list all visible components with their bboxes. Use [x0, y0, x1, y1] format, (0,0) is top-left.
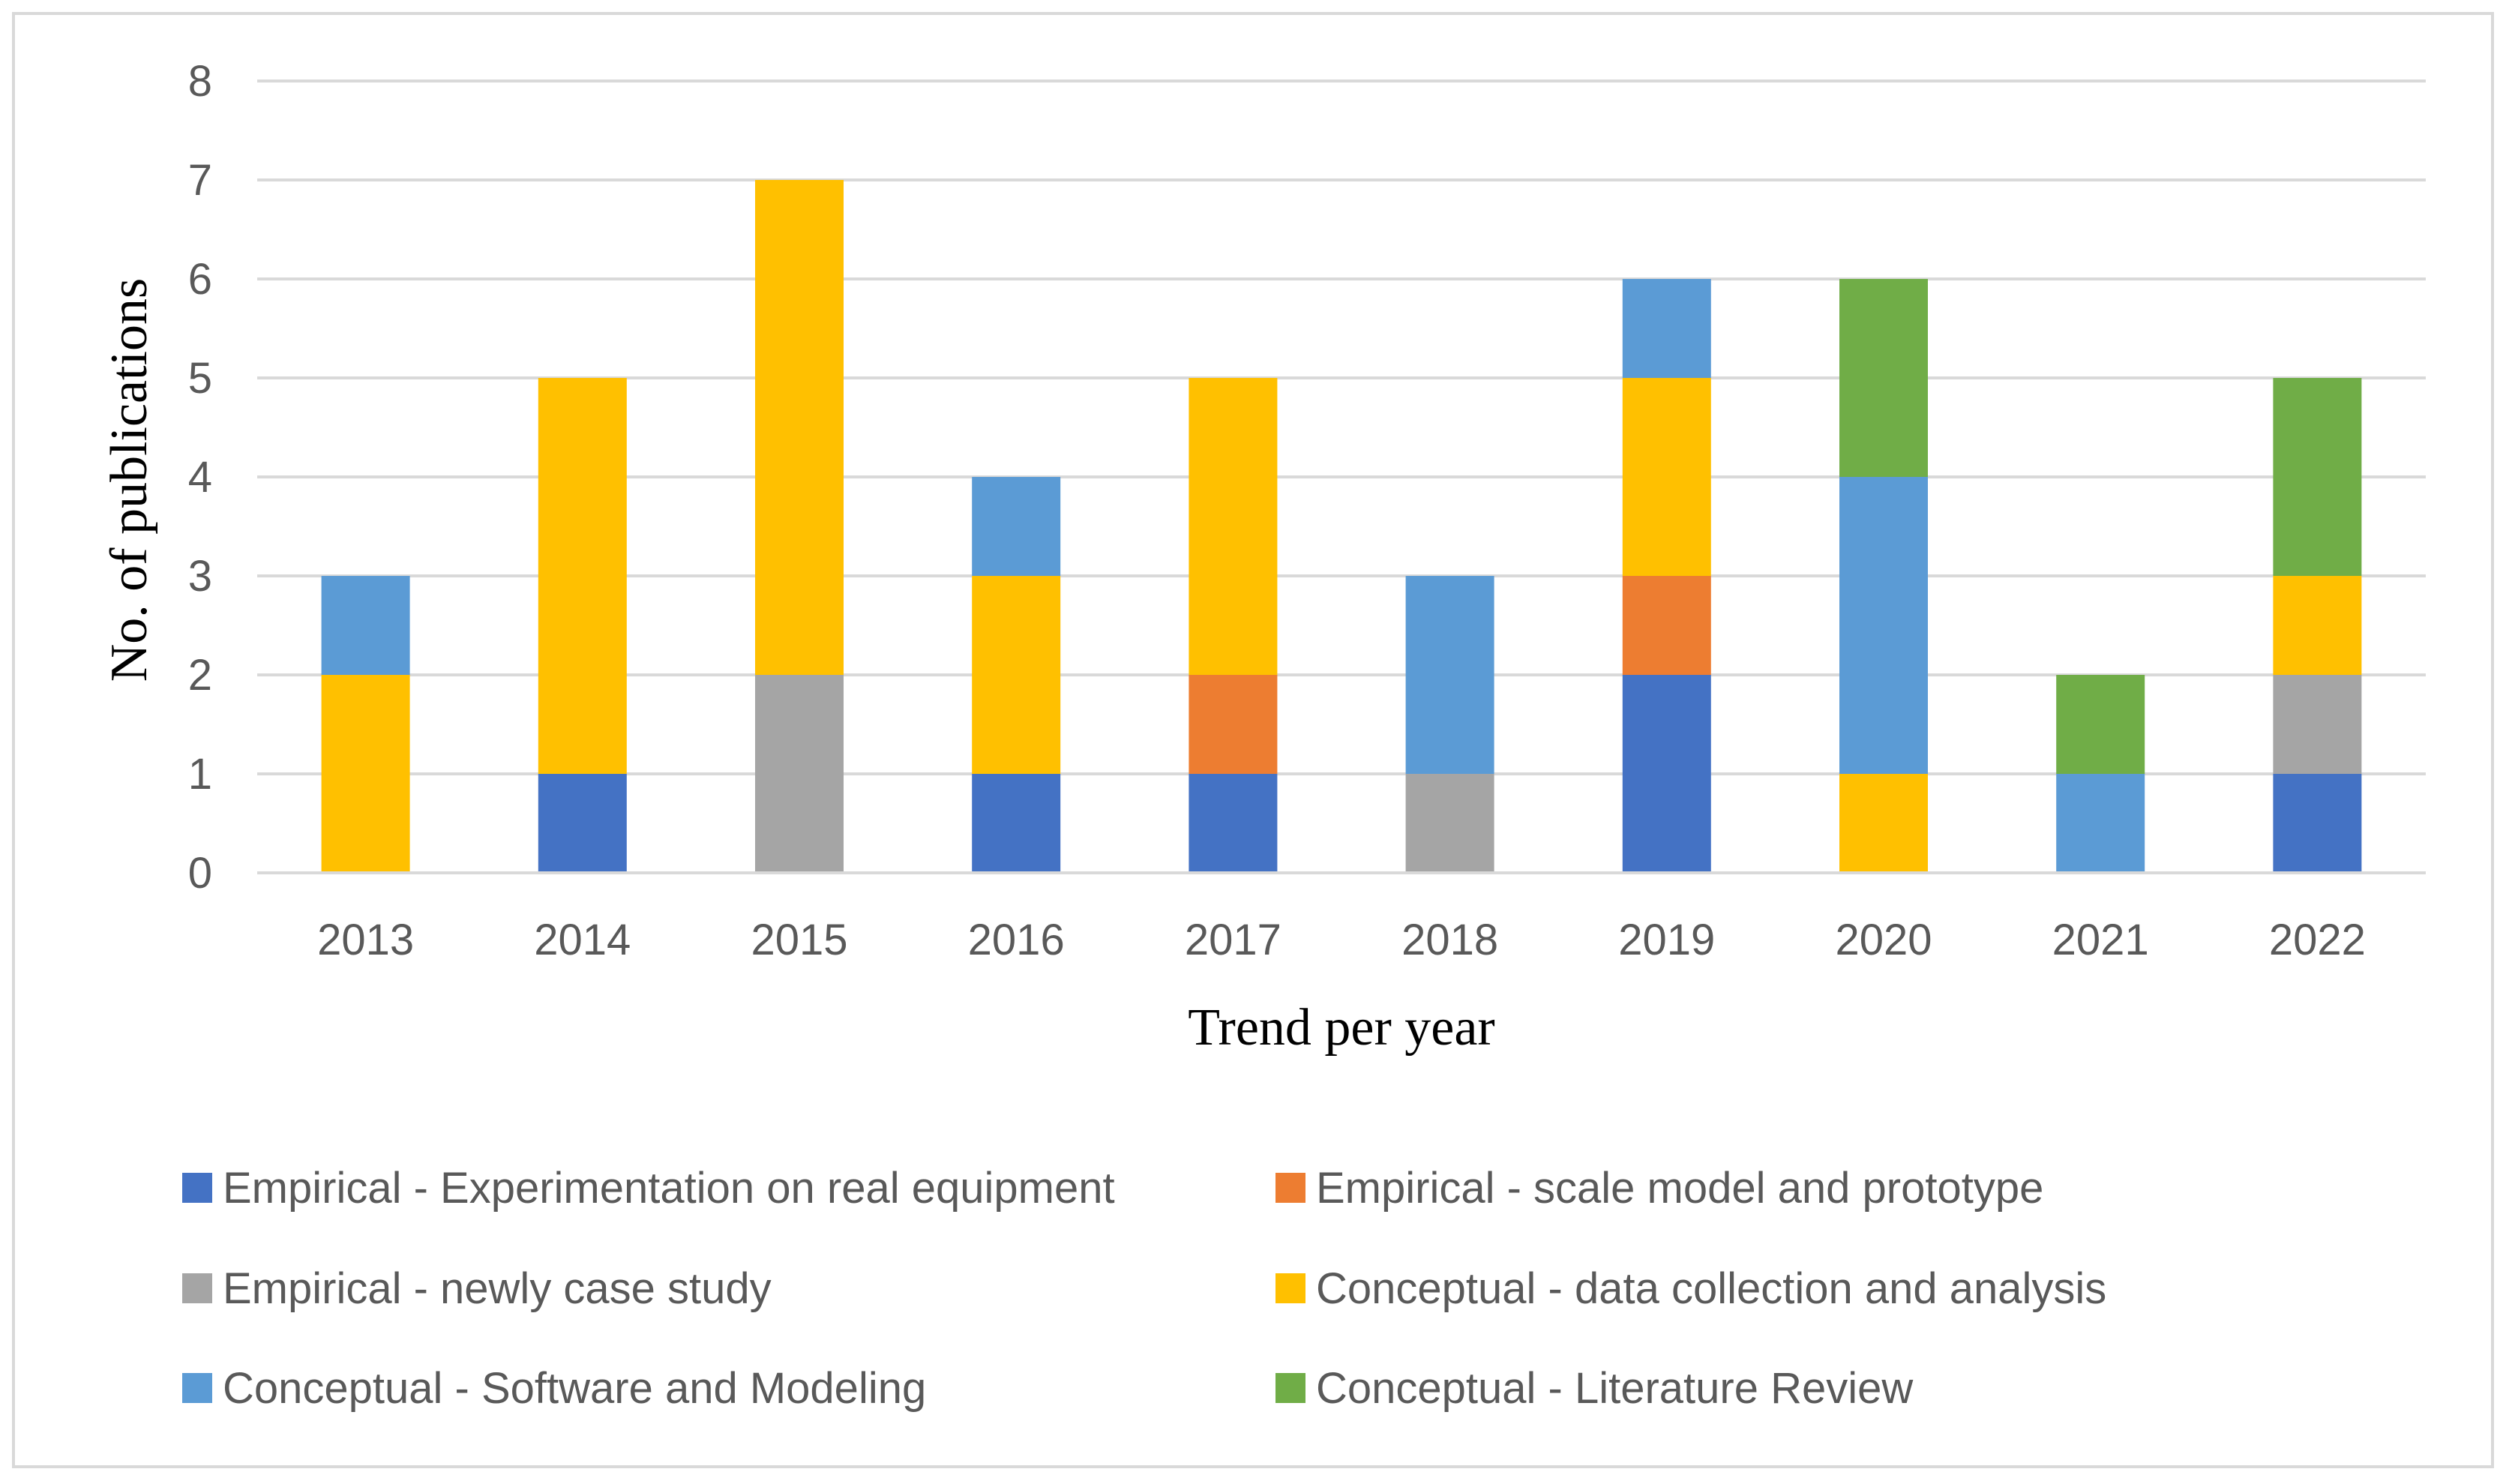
bar-segment: [1189, 378, 1278, 675]
y-tick-label: 4: [188, 453, 212, 502]
legend-label: Empirical - scale model and prototype: [1316, 1164, 2043, 1213]
bar-segment: [1839, 477, 1928, 774]
legend-label: Conceptual - Literature Review: [1316, 1364, 1914, 1413]
bar-segment: [1622, 576, 1711, 675]
x-tick-label: 2013: [317, 916, 414, 964]
bar-segment: [1189, 774, 1278, 873]
legend-swatch: [182, 1373, 212, 1403]
bar-segment: [1405, 576, 1494, 774]
y-tick-label: 0: [188, 849, 212, 898]
y-tick-label: 3: [188, 552, 212, 601]
legend-label: Empirical - Experimentation on real equi…: [223, 1164, 1115, 1213]
y-tick-label: 5: [188, 354, 212, 403]
bar-segment: [1839, 774, 1928, 873]
bar-segment: [1405, 774, 1494, 873]
x-tick-label: 2019: [1618, 916, 1715, 964]
y-tick-label: 1: [188, 750, 212, 799]
legend-swatch: [1275, 1173, 1305, 1203]
bar-segment: [972, 477, 1061, 576]
legend-swatch: [182, 1173, 212, 1203]
bar-segment: [972, 576, 1061, 774]
bar-segment: [2273, 576, 2362, 675]
legend-label: Empirical - newly case study: [223, 1264, 772, 1313]
bar-segment: [2056, 675, 2145, 774]
x-tick-labels: 2013 2014 2015 2016 2017 2018 2019 2020 2021 2022: [317, 916, 2366, 964]
legend-swatch: [1275, 1373, 1305, 1403]
bar-segment: [538, 774, 627, 873]
y-tick-label: 6: [188, 255, 212, 304]
bar-segment: [1622, 378, 1711, 576]
bar-segment: [321, 576, 410, 675]
legend-label: Conceptual - data collection and analysi…: [1316, 1264, 2106, 1313]
bar-segment: [1839, 279, 1928, 477]
bar-segment: [755, 675, 844, 873]
bars: [321, 180, 2362, 873]
bar-segment: [538, 378, 627, 774]
x-tick-label: 2020: [1835, 916, 1932, 964]
y-axis-title: No. of publications: [100, 278, 158, 682]
x-tick-label: 2018: [1401, 916, 1498, 964]
legend-swatch: [182, 1273, 212, 1303]
bar-segment: [1622, 675, 1711, 873]
legend-label: Conceptual - Software and Modeling: [223, 1364, 926, 1413]
bar-segment: [972, 774, 1061, 873]
legend: Empirical - Experimentation on real equi…: [182, 1164, 2106, 1413]
y-tick-label: 8: [188, 57, 212, 106]
bar-segment: [2273, 675, 2362, 774]
x-tick-label: 2016: [968, 916, 1065, 964]
bar-segment: [1189, 675, 1278, 774]
y-tick-labels: 0 1 2 3 4 5 6 7 8: [188, 57, 212, 898]
x-tick-label: 2022: [2269, 916, 2366, 964]
x-axis-title: Trend per year: [1188, 999, 1495, 1057]
y-tick-label: 2: [188, 651, 212, 700]
x-tick-label: 2017: [1185, 916, 1281, 964]
x-tick-label: 2015: [751, 916, 847, 964]
bar-segment: [2056, 774, 2145, 873]
y-tick-label: 7: [188, 156, 212, 205]
legend-swatch: [1275, 1273, 1305, 1303]
bar-segment: [2273, 774, 2362, 873]
x-tick-label: 2014: [534, 916, 631, 964]
bar-segment: [755, 180, 844, 675]
x-tick-label: 2021: [2052, 916, 2149, 964]
bar-segment: [1622, 279, 1711, 378]
bar-segment: [2273, 378, 2362, 576]
bar-segment: [321, 675, 410, 873]
